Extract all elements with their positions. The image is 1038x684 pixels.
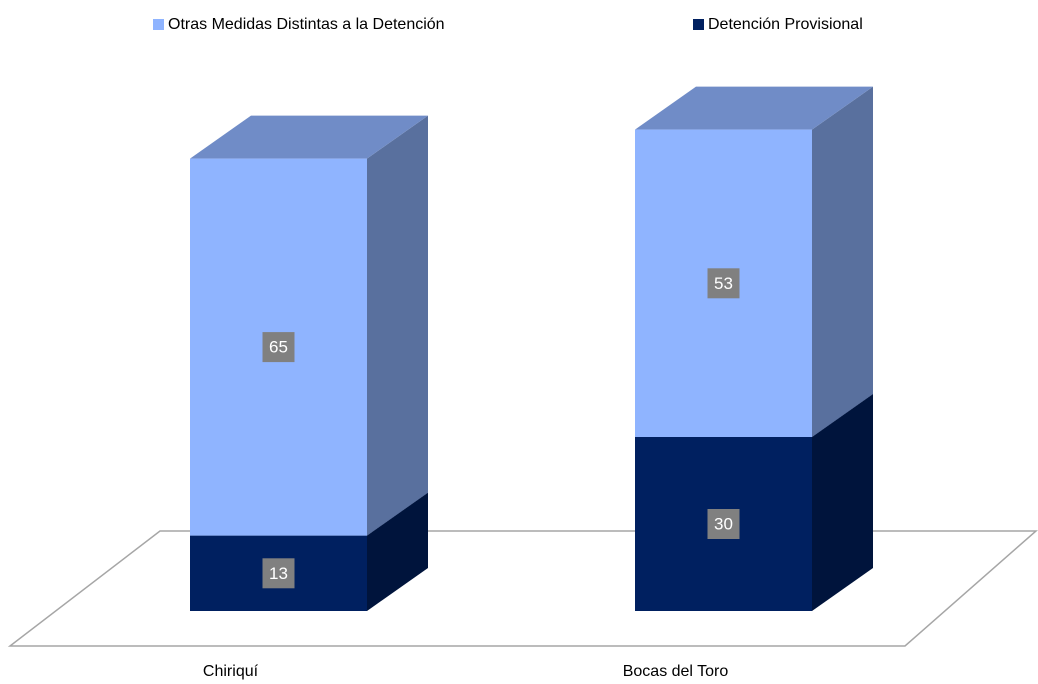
legend-label: Detención Provisional [708, 16, 863, 33]
floor [7, 530, 1038, 647]
value-label-box [262, 558, 295, 589]
value-label: 65 [269, 338, 288, 357]
value-label: 30 [714, 514, 733, 533]
bar-side [812, 86, 873, 437]
bar-side [367, 492, 428, 611]
value-label: 53 [714, 274, 733, 293]
bar-top [635, 86, 873, 130]
value-label: 13 [269, 564, 288, 583]
x-tick-label: Bocas del Toro [623, 663, 729, 680]
bar-top [190, 115, 428, 159]
value-label-box [707, 509, 740, 539]
value-label-box [262, 332, 295, 363]
bar-side [367, 115, 428, 536]
legend-swatch [153, 19, 164, 30]
legend-label: Otras Medidas Distintas a la Detención [168, 16, 445, 33]
value-label-box [707, 268, 740, 299]
bar-side [812, 394, 873, 611]
legend-swatch [693, 19, 704, 30]
x-tick-label: Chiriquí [203, 663, 259, 680]
